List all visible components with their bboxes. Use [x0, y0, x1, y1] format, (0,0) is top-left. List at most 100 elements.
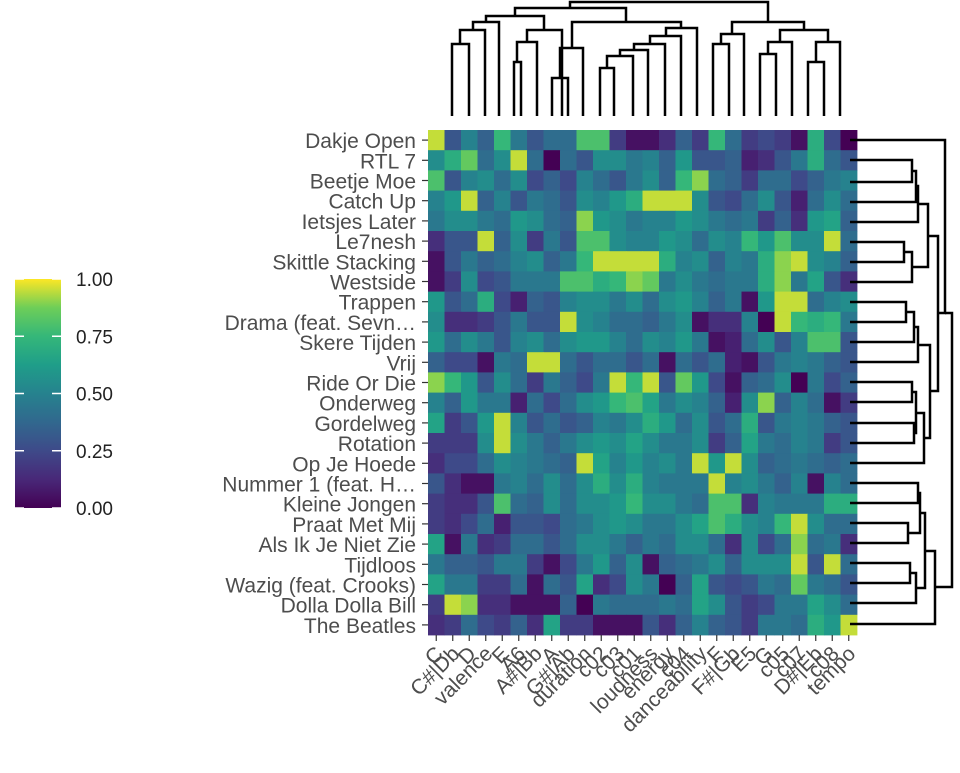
- heatmap-cell: [527, 473, 544, 494]
- heatmap-cell: [494, 554, 511, 575]
- heatmap-cell: [576, 291, 594, 313]
- heatmap-cell: [824, 352, 841, 373]
- heatmap-cell: [741, 453, 759, 474]
- heatmap-cell: [626, 130, 643, 151]
- heatmap-cell: [477, 372, 495, 393]
- heatmap-cell: [626, 412, 643, 434]
- heatmap-cell: [692, 392, 709, 414]
- heatmap-cell: [791, 130, 808, 151]
- heatmap-cell: [791, 594, 808, 616]
- heatmap-cell: [461, 190, 478, 212]
- heatmap-cell: [791, 210, 808, 232]
- heatmap-cell: [791, 392, 808, 414]
- heatmap-cell: [576, 493, 594, 515]
- heatmap-cell: [609, 473, 627, 494]
- heatmap-cell: [494, 190, 511, 212]
- heatmap-cell: [560, 231, 577, 252]
- heatmap-cell: [840, 453, 858, 474]
- heatmap-cell: [560, 554, 577, 575]
- heatmap-cell: [510, 332, 528, 353]
- heatmap-cell: [593, 513, 610, 535]
- heatmap-cell: [543, 251, 561, 272]
- heatmap-cell: [576, 271, 594, 292]
- heatmap-cell: [477, 271, 495, 292]
- heatmap-cell: [543, 453, 561, 474]
- heatmap-cell: [725, 231, 742, 252]
- heatmap-cell: [494, 352, 511, 373]
- heatmap-cell: [527, 251, 544, 272]
- row-label: The Beatles: [304, 615, 416, 638]
- heatmap-cell: [510, 433, 528, 454]
- heatmap-cell: [543, 352, 561, 373]
- heatmap-cell: [675, 473, 693, 494]
- heatmap-cell: [593, 150, 610, 171]
- heatmap-cell: [428, 170, 445, 191]
- dendrogram-branch: [778, 28, 830, 42]
- row-label: Onderweg: [319, 393, 416, 416]
- heatmap-cell: [626, 473, 643, 494]
- heatmap-cell: [593, 594, 610, 616]
- heatmap-cell: [626, 311, 643, 333]
- heatmap-cell: [461, 271, 478, 292]
- heatmap-cell: [593, 433, 610, 454]
- heatmap-cell: [527, 574, 544, 595]
- heatmap-cell: [824, 493, 841, 515]
- heatmap-cell: [659, 190, 676, 212]
- heatmap-cell: [593, 190, 610, 212]
- heatmap-cell: [576, 513, 594, 535]
- heatmap-cell: [527, 513, 544, 535]
- heatmap-cell: [560, 433, 577, 454]
- heatmap-cell: [807, 392, 825, 414]
- heatmap-cell: [807, 594, 825, 616]
- heatmap-cell: [675, 271, 693, 292]
- heatmap-cell: [824, 574, 841, 595]
- heatmap-cell: [576, 231, 594, 252]
- heatmap-cell: [840, 574, 858, 595]
- heatmap-cell: [824, 534, 841, 555]
- heatmap-cell: [708, 311, 726, 333]
- heatmap-cell: [609, 433, 627, 454]
- dendrogram-branch: [850, 310, 916, 344]
- heatmap-cell: [791, 231, 808, 252]
- heatmap-cell: [576, 332, 594, 353]
- heatmap-cell: [675, 433, 693, 454]
- heatmap-cell: [741, 473, 759, 494]
- heatmap-cell: [741, 574, 759, 595]
- heatmap-cell: [510, 271, 528, 292]
- dendrogram-branch: [850, 325, 920, 364]
- heatmap-cell: [807, 433, 825, 454]
- heatmap-cell: [543, 130, 561, 151]
- heatmap-cell: [642, 271, 660, 292]
- heatmap-cell: [708, 473, 726, 494]
- heatmap-cell: [824, 231, 841, 252]
- heatmap-cell: [708, 513, 726, 535]
- heatmap-cell: [494, 412, 511, 434]
- dendrogram-branch: [935, 311, 954, 589]
- heatmap-cell: [444, 554, 462, 575]
- heatmap-cell: [692, 433, 709, 454]
- heatmap-cell: [791, 453, 808, 474]
- heatmap-cell: [461, 150, 478, 171]
- row-label: Le7nesh: [335, 231, 416, 254]
- heatmap-cell: [708, 433, 726, 454]
- row-label: Skere Tijden: [299, 332, 416, 355]
- heatmap-cell: [807, 311, 825, 333]
- heatmap-cell: [477, 130, 495, 151]
- heatmap-cell: [774, 251, 792, 272]
- heatmap-cell: [675, 392, 693, 414]
- heatmap-cell: [807, 130, 825, 151]
- heatmap-cell: [477, 534, 495, 555]
- heatmap-cell: [774, 473, 792, 494]
- heatmap-cell: [741, 392, 759, 414]
- heatmap-cell: [560, 210, 577, 232]
- heatmap-cell: [807, 251, 825, 272]
- dendrogram-branch: [850, 561, 912, 585]
- heatmap-cell: [477, 412, 495, 434]
- heatmap-cell: [675, 170, 693, 191]
- heatmap-cell: [444, 493, 462, 515]
- heatmap-cell: [576, 594, 594, 616]
- heatmap-cell: [593, 210, 610, 232]
- heatmap-cell: [576, 473, 594, 494]
- heatmap-cell: [593, 311, 610, 333]
- heatmap-cell: [543, 210, 561, 232]
